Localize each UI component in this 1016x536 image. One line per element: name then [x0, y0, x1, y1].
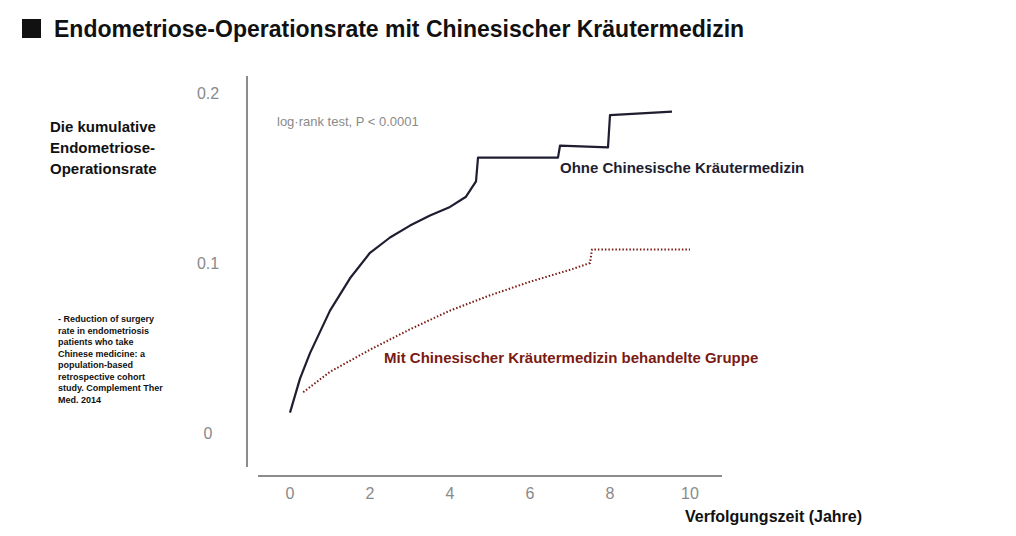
chart: Endometriose-Operationsrate mit Chinesis…	[0, 0, 1016, 536]
series-label: Ohne Chinesische Kräutermedizin	[560, 159, 804, 176]
x-tick-label: 10	[681, 485, 699, 502]
x-tick-label: 2	[366, 485, 375, 502]
text-line: rate in endometriosis	[58, 326, 149, 336]
text-line: study. Complement Ther	[58, 383, 163, 393]
text-line: Chinese medicine: a	[58, 349, 146, 359]
x-tick-label: 0	[286, 485, 295, 502]
y-tick-label: 0.1	[197, 255, 219, 272]
y-tick-label: 0.2	[197, 85, 219, 102]
series-line	[303, 249, 690, 392]
title: Endometriose-Operationsrate mit Chinesis…	[54, 16, 744, 42]
x-tick-label: 8	[606, 485, 615, 502]
text-line: Operationsrate	[50, 160, 157, 177]
x-tick-label: 4	[446, 485, 455, 502]
y-axis-line	[246, 76, 248, 467]
x-axis-label: Verfolgungszeit (Jahre)	[685, 508, 862, 525]
series-label: Mit Chinesischer Kräutermedizin behandel…	[384, 349, 758, 366]
text-line: retrospective cohort	[58, 372, 145, 382]
x-axis-line	[258, 475, 722, 477]
text-line: - Reduction of surgery	[58, 314, 154, 324]
series-line	[290, 112, 672, 413]
citation: - Reduction of surgery rate in endometrio…	[58, 314, 163, 405]
text-line: Med. 2014	[58, 395, 101, 405]
text-line: population-based	[58, 360, 133, 370]
text-line: Endometriose-	[50, 139, 155, 156]
test-annotation: log·rank test, P < 0.0001	[277, 114, 419, 129]
y-tick-label: 0	[204, 425, 213, 442]
title-marker	[22, 19, 41, 38]
x-tick-label: 6	[526, 485, 535, 502]
plot-area	[290, 112, 690, 413]
text-line: Die kumulative	[50, 118, 156, 135]
text-line: patients who take	[58, 337, 134, 347]
y-axis-label: Die kumulative Endometriose- Operationsrat…	[50, 118, 157, 177]
